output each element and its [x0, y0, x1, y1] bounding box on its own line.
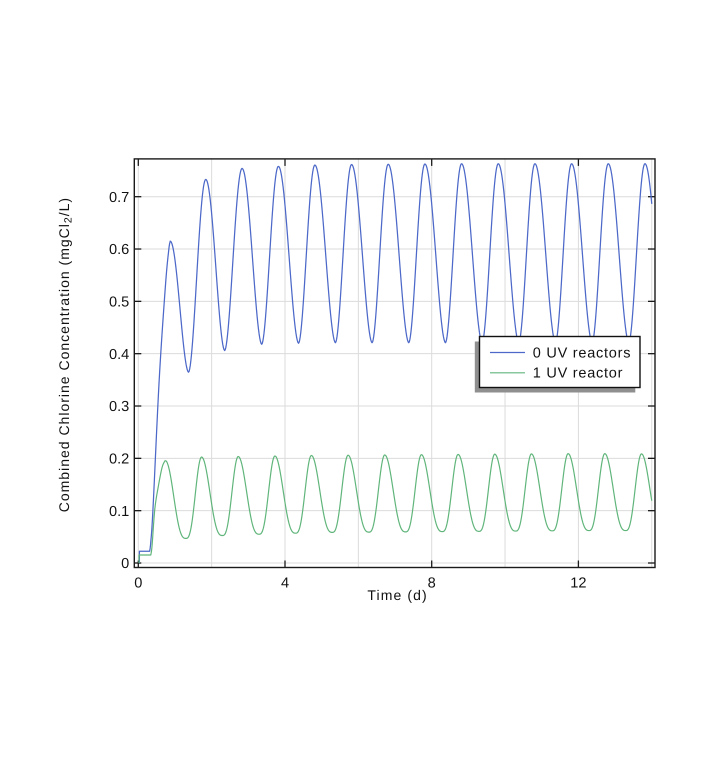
svg-text:12: 12	[570, 575, 586, 591]
svg-text:1 UV reactor: 1 UV reactor	[533, 366, 623, 382]
svg-text:0: 0	[121, 556, 129, 572]
svg-text:0.3: 0.3	[109, 399, 129, 415]
svg-text:0 UV reactors: 0 UV reactors	[533, 345, 631, 361]
svg-text:4: 4	[281, 575, 289, 591]
svg-text:0.2: 0.2	[109, 451, 129, 467]
svg-text:0.6: 0.6	[109, 242, 129, 258]
svg-text:0.4: 0.4	[109, 347, 129, 363]
svg-text:0.1: 0.1	[109, 504, 129, 520]
svg-text:8: 8	[428, 575, 436, 591]
svg-text:Combined Chlorine Concentratio: Combined Chlorine Concentration (mgCl2/L…	[56, 197, 75, 512]
svg-text:0.5: 0.5	[109, 294, 129, 310]
svg-text:0.7: 0.7	[109, 190, 129, 206]
svg-text:Time (d): Time (d)	[367, 587, 427, 603]
svg-text:0: 0	[134, 575, 142, 591]
